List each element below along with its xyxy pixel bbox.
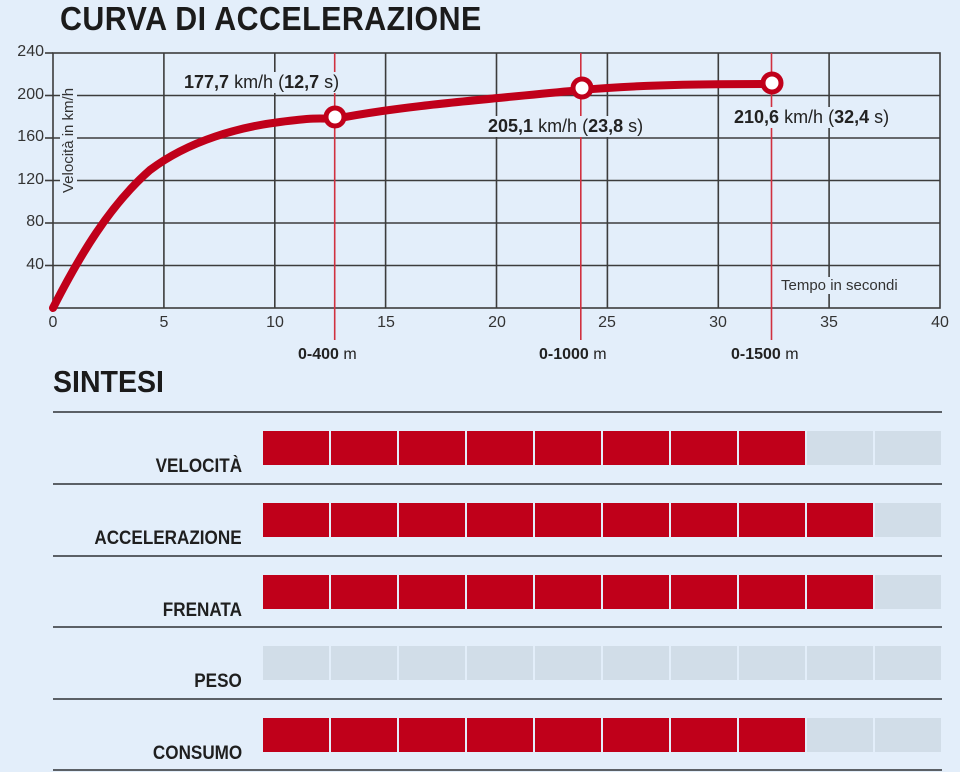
x-tick: 30 <box>709 314 727 331</box>
distance-markers <box>333 53 773 340</box>
score-cell-filled <box>671 575 737 609</box>
score-cell-empty <box>331 646 397 680</box>
score-cell-filled <box>399 503 465 537</box>
score-cell-filled <box>535 503 601 537</box>
score-cell-filled <box>399 718 465 752</box>
score-cell-filled <box>535 575 601 609</box>
synthesis-row: PESO <box>53 626 942 699</box>
score-cell-filled <box>467 431 533 465</box>
score-cell-filled <box>331 503 397 537</box>
score-cell-filled <box>331 575 397 609</box>
score-cell-filled <box>467 503 533 537</box>
x-tick: 15 <box>377 314 395 331</box>
score-cell-filled <box>263 431 329 465</box>
score-cell-filled <box>535 718 601 752</box>
synthesis-row-label: ACCELERAZIONE <box>94 528 242 549</box>
score-cell-filled <box>603 431 669 465</box>
score-cell-empty <box>807 718 873 752</box>
synthesis-row: VELOCITÀ <box>53 411 942 484</box>
y-tick: 240 <box>17 43 44 60</box>
score-bar <box>263 431 941 465</box>
score-cell-filled <box>807 575 873 609</box>
score-cell-filled <box>399 431 465 465</box>
synthesis-row-label: PESO <box>194 671 242 692</box>
score-cell-filled <box>671 431 737 465</box>
score-cell-filled <box>535 431 601 465</box>
x-tick: 0 <box>48 314 58 331</box>
x-tick: 40 <box>931 314 949 331</box>
score-cell-empty <box>671 646 737 680</box>
score-cell-empty <box>875 575 941 609</box>
annotation-1500m: 210,6 km/h (32,4 s) <box>730 107 894 128</box>
distance-label-1500: 0-1500 m <box>731 346 799 363</box>
score-cell-filled <box>603 503 669 537</box>
synthesis-row-label: CONSUMO <box>152 743 242 764</box>
score-cell-filled <box>807 503 873 537</box>
x-tick: 35 <box>820 314 838 331</box>
score-cell-filled <box>399 575 465 609</box>
curve-markers <box>323 71 784 129</box>
score-cell-empty <box>739 646 805 680</box>
score-cell-filled <box>739 718 805 752</box>
score-cell-empty <box>807 431 873 465</box>
annotation-1000m: 205,1 km/h (23,8 s) <box>484 116 648 137</box>
score-cell-filled <box>263 503 329 537</box>
score-cell-filled <box>739 575 805 609</box>
score-cell-filled <box>263 575 329 609</box>
score-cell-empty <box>875 431 941 465</box>
y-tick: 160 <box>17 128 44 145</box>
chart-title: CURVA DI ACCELERAZIONE <box>60 0 482 37</box>
score-cell-filled <box>467 718 533 752</box>
score-bar <box>263 646 941 680</box>
score-cell-empty <box>399 646 465 680</box>
score-cell-empty <box>535 646 601 680</box>
score-cell-empty <box>875 646 941 680</box>
distance-label-1000: 0-1000 m <box>539 346 607 363</box>
score-cell-filled <box>263 718 329 752</box>
score-cell-filled <box>671 718 737 752</box>
synthesis-title: SINTESI <box>53 364 164 399</box>
y-tick: 120 <box>17 171 44 188</box>
score-cell-filled <box>603 575 669 609</box>
distance-label-400: 0-400 m <box>298 346 357 363</box>
score-cell-empty <box>263 646 329 680</box>
bottom-divider <box>53 769 942 771</box>
y-axis-label: Velocità in km/h <box>60 85 77 195</box>
score-cell-filled <box>739 431 805 465</box>
score-cell-empty <box>467 646 533 680</box>
acceleration-chart <box>45 52 941 340</box>
synthesis-row-label: FRENATA <box>162 600 242 621</box>
score-cell-empty <box>875 503 941 537</box>
score-cell-filled <box>467 575 533 609</box>
score-cell-filled <box>603 718 669 752</box>
x-tick: 5 <box>159 314 169 331</box>
x-tick: 25 <box>598 314 616 331</box>
x-axis-label: Tempo in secondi <box>778 277 901 294</box>
synthesis-row: FRENATA <box>53 555 942 628</box>
score-cell-empty <box>807 646 873 680</box>
score-cell-filled <box>671 503 737 537</box>
score-bar <box>263 575 941 609</box>
x-tick: 10 <box>266 314 284 331</box>
annotation-400m: 177,7 km/h (12,7 s) <box>180 72 344 93</box>
score-cell-filled <box>331 431 397 465</box>
speed-curve <box>49 80 776 312</box>
synthesis-row: CONSUMO <box>53 698 942 771</box>
synthesis-row: ACCELERAZIONE <box>53 483 942 556</box>
score-cell-empty <box>875 718 941 752</box>
score-cell-filled <box>739 503 805 537</box>
score-bar <box>263 503 941 537</box>
x-tick: 20 <box>488 314 506 331</box>
y-tick: 200 <box>17 86 44 103</box>
score-bar <box>263 718 941 752</box>
y-tick: 80 <box>26 213 44 230</box>
y-tick: 40 <box>26 256 44 273</box>
score-cell-empty <box>603 646 669 680</box>
score-cell-filled <box>331 718 397 752</box>
synthesis-row-label: VELOCITÀ <box>155 456 242 477</box>
